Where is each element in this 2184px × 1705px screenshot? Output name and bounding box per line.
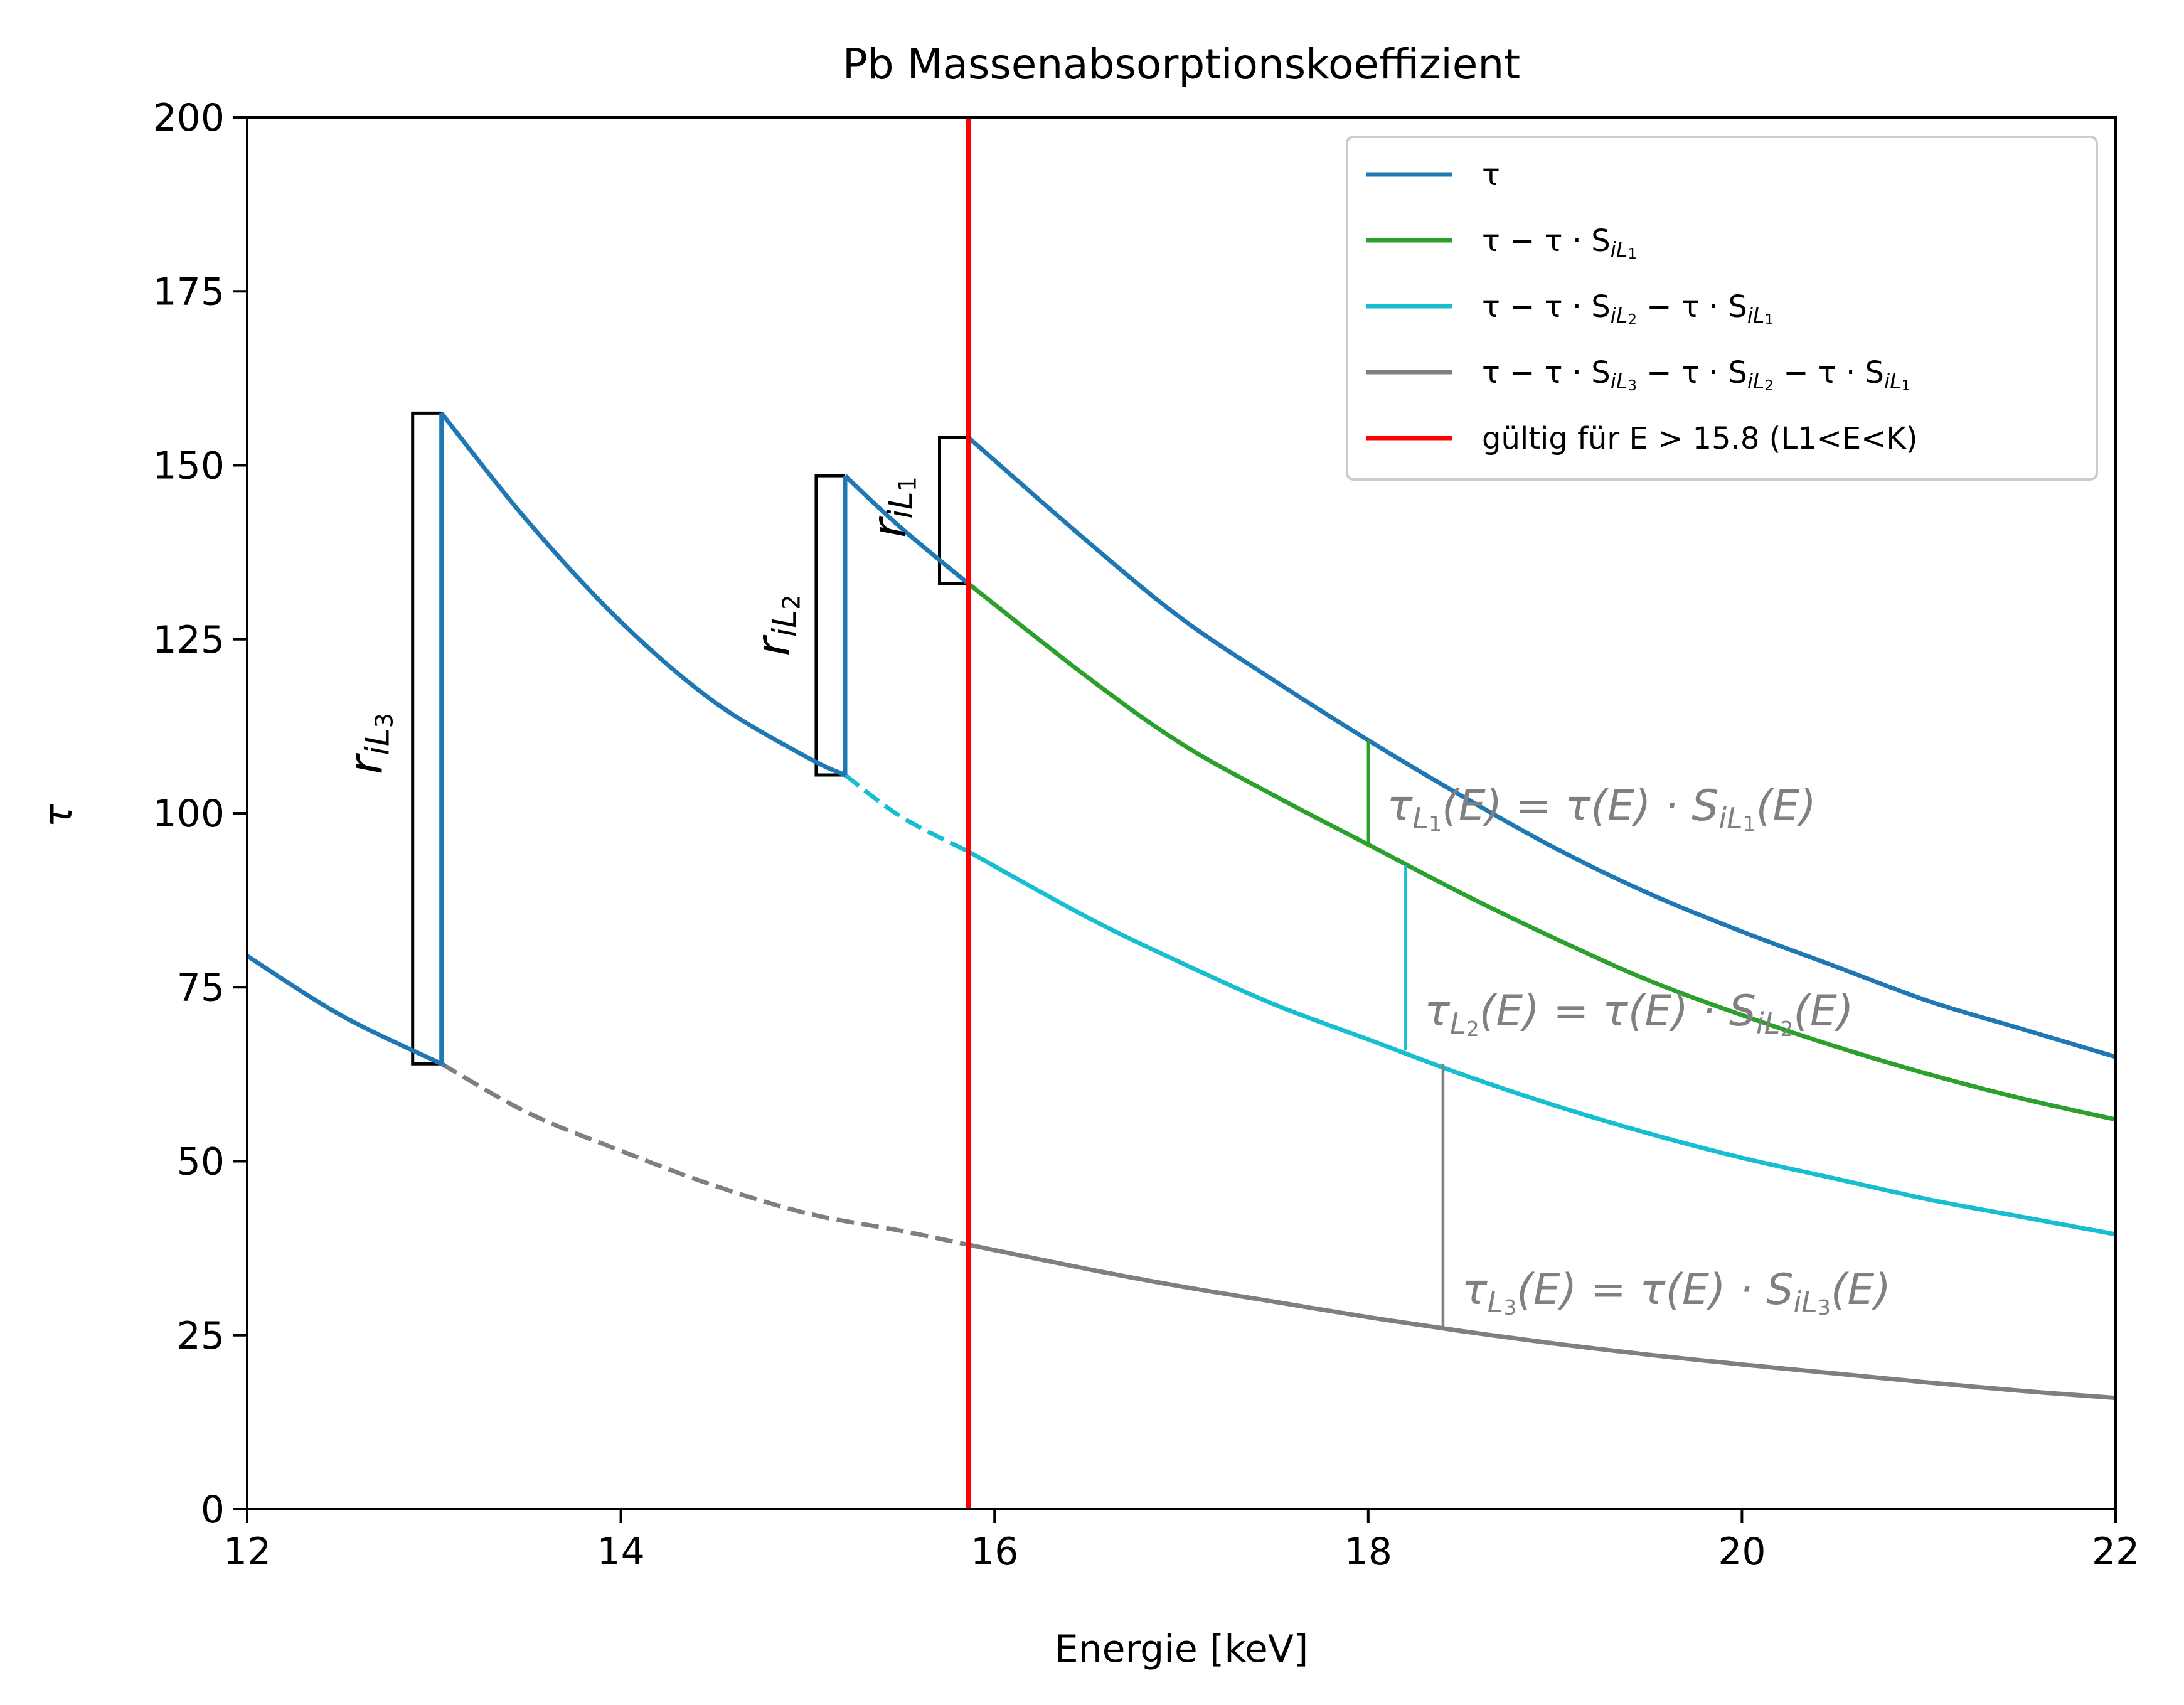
y-tick-label: 125 [152,618,225,662]
annotation-a1: τL1(E) = τ(E) · SiL1(E) [1387,781,1816,836]
annotation-a2: τL2(E) = τ(E) · SiL2(E) [1424,986,1853,1041]
x-tick-label: 22 [2092,1530,2139,1574]
y-tick-label: 50 [177,1140,225,1184]
legend: τ τ − τ · SiL1 τ − τ · SiL2 − τ · SiL1 τ − … [1346,136,2098,481]
series-line-l1 [967,582,2116,1122]
x-tick-label: 20 [1718,1530,1766,1574]
annotation-a3: τL3(E) = τ(E) · SiL3(E) [1462,1265,1891,1320]
x-tick-label: 14 [597,1530,644,1574]
jump-bracket-l2 [814,474,845,777]
y-tick-label: 75 [177,966,225,1010]
x-tick-label: 18 [1345,1530,1392,1574]
legend-label-l1: τ − τ · SiL1 [1482,223,1637,262]
jump-bracket-l1 [938,436,969,585]
dashed-segment-l3 [440,1062,969,1248]
legend-label-tau: τ [1482,158,1500,193]
x-tick-label: 16 [971,1530,1018,1574]
y-tick-label: 175 [152,270,225,314]
plot-area: riL3 riL2 riL1 τL1(E) = τ(E) · SiL1(E) τL2(E… [247,117,2116,1509]
jump-label-2: riL2 [747,595,806,656]
series-line-l2 [967,849,2116,1237]
legend-label-l3: τ − τ · SiL3 − τ · SiL2 − τ · SiL1 [1482,355,1910,394]
series-line-tau [247,412,2116,1067]
y-axis-label: τ [35,804,81,828]
jump-label-3: riL3 [339,713,398,774]
jump-label-1: riL1 [862,476,921,538]
dashed-segment-l2 [843,773,970,854]
x-axis-label: Energie [keV] [1055,1627,1309,1671]
plot-series-group [247,117,2116,1509]
y-tick-label: 0 [201,1488,225,1532]
axes: 12 14 16 18 20 22 0 25 50 75 100 125 150 175 200 [152,96,2139,1574]
legend-label-valid: gültig für E > 15.8 (L1<E<K) [1482,421,1918,456]
y-tick-label: 25 [177,1314,225,1358]
series-line-l3 [967,1243,2116,1401]
x-tick-label: 12 [223,1530,271,1574]
jump-bracket-l3 [411,411,442,1066]
y-tick-label: 100 [152,792,225,836]
y-tick-label: 150 [152,444,225,488]
y-tick-label: 200 [152,96,225,140]
legend-label-l2: τ − τ · SiL2 − τ · SiL1 [1482,289,1774,328]
legend-box [1346,136,2098,481]
chart-title: Pb Massenabsorptionskoeffizient [843,40,1520,88]
